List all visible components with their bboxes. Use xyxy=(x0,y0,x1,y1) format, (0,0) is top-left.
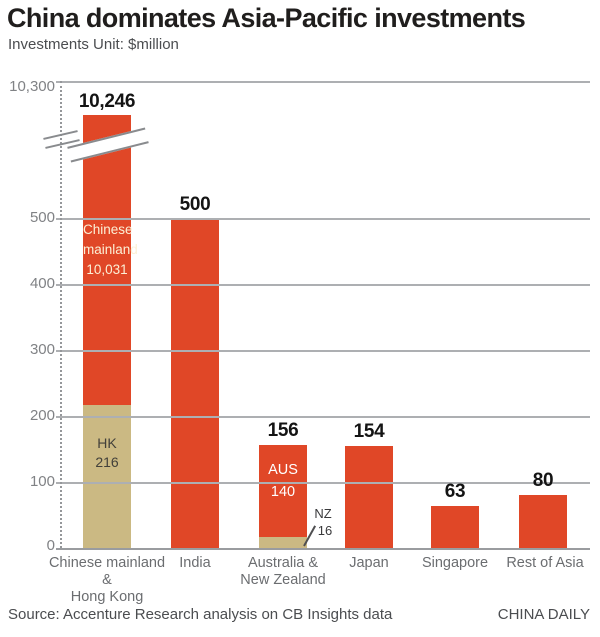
category-line: Japan xyxy=(349,555,389,571)
category-line: Singapore xyxy=(421,555,489,571)
category-label-japan: Japan xyxy=(309,555,429,572)
value-label-chinese-mainland-hk: 10,246 xyxy=(78,91,136,112)
gridline-10300 xyxy=(56,81,590,83)
y-tick-label: 400 xyxy=(29,275,55,292)
y-tick-label: 200 xyxy=(29,407,55,424)
bar-japan xyxy=(345,446,393,548)
category-line: India xyxy=(179,555,211,571)
segment-label-chinese-mainland: Chinese mainland 10,031 xyxy=(83,220,138,280)
segment-label-line: 216 xyxy=(95,454,119,470)
bar-australia xyxy=(259,445,307,537)
callout-nz-value: 16 xyxy=(317,523,333,538)
value-label-rest-of-asia: 80 xyxy=(532,470,554,491)
category-label-india: India xyxy=(135,555,255,572)
baseline xyxy=(56,548,590,550)
category-line: Australia & xyxy=(247,555,319,571)
gridline-400 xyxy=(56,284,590,286)
bar-hong-kong xyxy=(83,405,131,548)
y-tick-label: 100 xyxy=(29,473,55,490)
value-label-india: 500 xyxy=(179,194,211,215)
gridline-200 xyxy=(56,416,590,418)
segment-label-line: 10,031 xyxy=(86,262,128,277)
category-line: Hong Kong xyxy=(70,589,144,605)
chart-title: China dominates Asia-Pacific investments xyxy=(7,3,526,33)
y-tick-label: 300 xyxy=(29,341,55,358)
gridline-100 xyxy=(56,482,590,484)
bar-singapore xyxy=(431,506,479,548)
callout-nz-label: NZ xyxy=(314,506,332,521)
y-axis-line xyxy=(60,81,62,548)
bar-rest-of-asia xyxy=(519,495,567,548)
category-label-rest-of-asia: Rest of Asia xyxy=(485,555,600,572)
segment-label-line: HK xyxy=(97,435,117,451)
value-label-japan: 154 xyxy=(353,421,385,442)
segment-label-line: AUS xyxy=(268,462,298,478)
category-line: Rest of Asia xyxy=(506,555,584,571)
segment-label-line: 140 xyxy=(270,484,296,500)
segment-label-australia: AUS 140 xyxy=(259,459,307,503)
category-label-chinese-mainland-hk: Chinese mainland & Hong Kong xyxy=(47,555,167,606)
category-line: New Zealand xyxy=(240,572,326,588)
gridline-500 xyxy=(56,218,590,220)
category-label-singapore: Singapore xyxy=(395,555,515,572)
bar-new-zealand xyxy=(259,537,307,548)
value-label-australia-nz: 156 xyxy=(267,420,299,441)
category-line: Chinese mainland & xyxy=(48,555,166,588)
bar-chinese-mainland xyxy=(83,115,131,405)
y-tick-label: 10,300 xyxy=(9,78,55,95)
gridline-300 xyxy=(56,350,590,352)
y-tick-label: 500 xyxy=(29,209,55,226)
segment-label-line: Chinese xyxy=(83,222,133,237)
y-tick-label: 0 xyxy=(46,537,55,554)
value-label-singapore: 63 xyxy=(444,481,466,502)
brand-credit: CHINA DAILY xyxy=(497,606,590,623)
segment-label-hong-kong: HK 216 xyxy=(83,434,131,472)
category-label-australia-nz: Australia & New Zealand xyxy=(223,555,343,589)
source-note: Source: Accenture Research analysis on C… xyxy=(8,606,393,623)
chart-subtitle: Investments Unit: $million xyxy=(8,36,179,53)
bar-india xyxy=(171,218,219,548)
segment-label-line: mainland xyxy=(83,242,138,257)
